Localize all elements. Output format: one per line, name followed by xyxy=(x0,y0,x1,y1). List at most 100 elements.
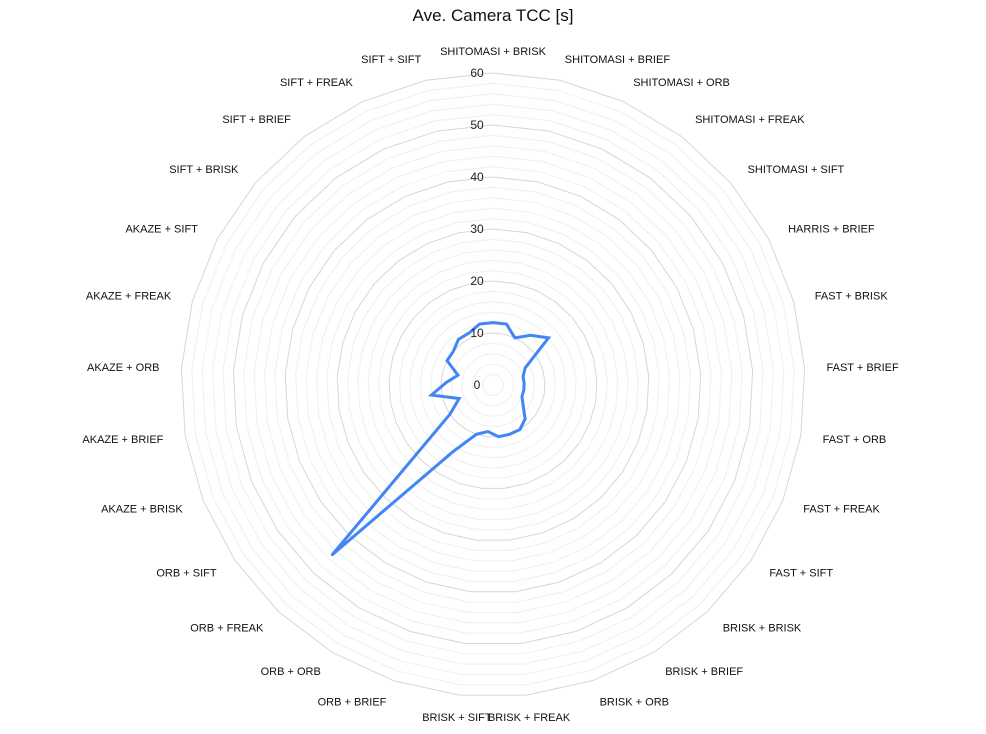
data-point xyxy=(529,334,532,337)
label-layer: SHITOMASI + BRISK SHITOMASI + BRIEF SHITOM… xyxy=(82,46,899,724)
radial-tick-label: 20 xyxy=(470,274,484,288)
grid-ring-minor xyxy=(482,374,504,396)
grid-ring-minor xyxy=(450,342,536,427)
grid-ring-major xyxy=(232,124,754,644)
category-label: BRISK + BRISK xyxy=(723,623,802,635)
data-point xyxy=(457,338,460,341)
category-label: SHITOMASI + ORB xyxy=(633,77,730,89)
grid-ring-minor xyxy=(212,103,774,665)
data-point xyxy=(497,435,500,438)
grid-ring-minor xyxy=(201,93,785,675)
series-layer xyxy=(330,321,552,557)
grid-ring-major xyxy=(440,332,546,438)
grid-ring-minor xyxy=(430,322,556,448)
grid-ring-major xyxy=(180,72,806,696)
data-point xyxy=(451,450,454,454)
category-label: FAST + SIFT xyxy=(769,567,833,579)
grid-ring-minor xyxy=(326,218,660,551)
data-point xyxy=(491,321,495,324)
data-point xyxy=(478,322,481,326)
category-label: SIFT + SIFT xyxy=(361,54,421,66)
grid-ring-minor xyxy=(264,155,722,613)
grid-ring-minor xyxy=(409,301,577,469)
tick-layer: 0 10 20 30 40 50 60 xyxy=(470,66,484,392)
data-point xyxy=(486,430,490,433)
data-point xyxy=(330,553,334,557)
data-point xyxy=(508,433,511,436)
grid-ring-major xyxy=(284,176,702,593)
grid-ring-minor xyxy=(357,249,629,520)
category-label: AKAZE + SIFT xyxy=(125,224,198,236)
grid-ring-major xyxy=(388,280,598,489)
category-label: FAST + BRISK xyxy=(815,291,889,303)
grid-ring-minor xyxy=(461,353,525,417)
category-label: SIFT + BRISK xyxy=(169,164,239,176)
category-label: SHITOMASI + FREAK xyxy=(695,114,805,126)
grid-ring-minor xyxy=(367,259,619,510)
grid-ring-minor xyxy=(274,166,712,603)
category-label: AKAZE + FREAK xyxy=(86,291,172,303)
data-point xyxy=(513,336,517,340)
data-point xyxy=(448,412,452,416)
grid-ring-minor xyxy=(419,311,567,458)
radial-tick-label: 10 xyxy=(470,326,484,340)
category-label: AKAZE + BRIEF xyxy=(82,434,163,446)
category-label: SHITOMASI + SIFT xyxy=(748,164,845,176)
grid-ring-minor xyxy=(399,290,587,479)
data-point xyxy=(445,381,448,384)
data-point xyxy=(521,404,525,407)
grid-ring-minor xyxy=(243,134,743,634)
grid-ring-minor xyxy=(315,207,671,562)
grid-ring-minor xyxy=(305,197,681,572)
grid-ring-major xyxy=(336,228,650,541)
category-label: FAST + BRIEF xyxy=(827,362,900,374)
grid-ring-minor xyxy=(191,82,795,686)
grid-ring-minor xyxy=(471,363,515,407)
data-point xyxy=(521,375,525,378)
radial-tick-label: 30 xyxy=(470,222,484,236)
data-point xyxy=(475,433,478,436)
category-label: SIFT + FREAK xyxy=(280,77,354,89)
data-point xyxy=(452,350,455,353)
category-label: ORB + BRIEF xyxy=(318,697,387,709)
data-point xyxy=(456,374,460,377)
data-point xyxy=(520,395,524,398)
category-label: BRISK + ORB xyxy=(600,697,669,709)
category-label: FAST + ORB xyxy=(823,434,887,446)
radial-tick-label: 50 xyxy=(470,118,484,132)
category-label: ORB + ORB xyxy=(261,666,321,678)
grid-ring-minor xyxy=(222,114,764,655)
category-label: BRISK + FREAK xyxy=(488,712,571,724)
data-point xyxy=(430,393,433,397)
data-point xyxy=(518,428,522,431)
data-point xyxy=(523,366,527,370)
category-label: FAST + FREAK xyxy=(803,504,880,516)
series-line xyxy=(330,321,552,557)
radial-tick-label: 40 xyxy=(470,170,484,184)
data-point xyxy=(457,397,461,400)
data-point xyxy=(523,417,527,421)
grid-ring-minor xyxy=(378,270,608,500)
category-label: ORB + FREAK xyxy=(190,623,264,635)
radial-tick-label: 60 xyxy=(470,66,484,80)
grid-ring-minor xyxy=(295,186,691,582)
category-label: BRISK + BRIEF xyxy=(665,666,743,678)
category-label: AKAZE + ORB xyxy=(87,362,159,374)
data-point xyxy=(547,336,550,340)
data-point xyxy=(467,331,471,335)
radial-tick-label: 0 xyxy=(474,378,481,392)
category-label: SIFT + BRIEF xyxy=(222,114,291,126)
category-label: AKAZE + BRISK xyxy=(101,504,183,516)
category-label: SHITOMASI + BRIEF xyxy=(565,54,671,66)
category-label: HARRIS + BRIEF xyxy=(788,224,875,236)
data-point xyxy=(522,388,525,392)
data-point xyxy=(522,382,526,385)
grid-ring-minor xyxy=(253,145,733,624)
category-label: BRISK + SIFT xyxy=(422,712,492,724)
grid-layer xyxy=(180,72,806,696)
category-label: SHITOMASI + BRISK xyxy=(440,46,547,58)
chart-title: Ave. Camera TCC [s] xyxy=(412,6,574,25)
grid-ring-minor xyxy=(347,238,639,531)
data-point xyxy=(505,322,508,326)
